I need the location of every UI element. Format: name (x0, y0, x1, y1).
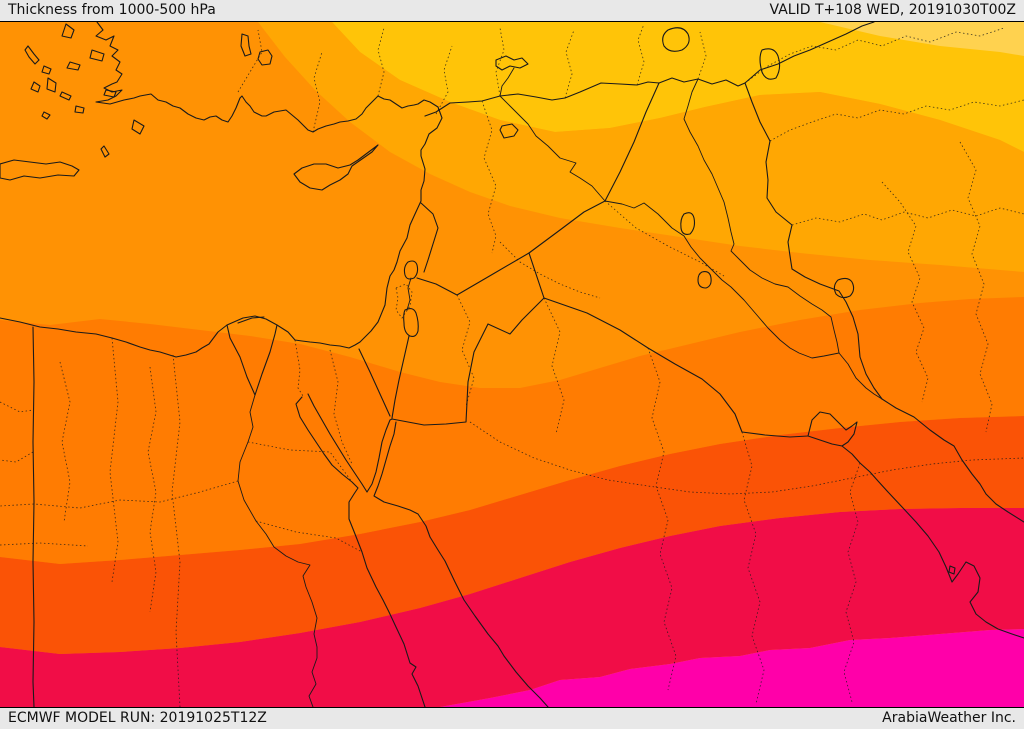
lake-assad (499, 123, 519, 139)
thickness-band-yellow (332, 22, 1024, 152)
coastline-persian-gulf-iran (881, 398, 1024, 523)
admin-boundary (741, 431, 765, 705)
admin-boundary (769, 99, 1024, 142)
coastlines-and-borders (0, 22, 1024, 707)
admin-boundary (881, 181, 929, 403)
jordan-river (406, 277, 412, 311)
border-iran-iraq (744, 82, 883, 400)
border-egypt-israel (358, 348, 391, 417)
admin-boundary (329, 349, 353, 465)
thickness-band-deep-orange (0, 297, 1024, 564)
border-syria-iraq (528, 82, 660, 254)
border-lebanon-syria (420, 202, 439, 273)
border-israel-jordan-arabah (391, 335, 410, 419)
border-iraq-saudi (543, 297, 809, 438)
valid-time-label: VALID T+108 WED, 20191030T00Z (769, 2, 1016, 18)
west-bank-boundary (395, 283, 413, 319)
admin-boundary (791, 207, 1024, 226)
admin-boundary (377, 27, 385, 97)
admin-boundary (543, 297, 565, 435)
coastline-persian-gulf-arabian (841, 445, 1024, 639)
admin-boundary (435, 45, 453, 115)
sea-of-galilee (403, 260, 419, 280)
model-run-label: ECMWF MODEL RUN: 20191025T12Z (8, 710, 267, 726)
coastline-sinai (307, 393, 393, 493)
admin-boundary (469, 421, 1024, 495)
admin-boundary (294, 339, 304, 397)
coastline-cyprus (293, 144, 379, 191)
thickness-map (0, 22, 1024, 707)
border-egypt-libya (32, 326, 35, 707)
admin-boundaries (0, 23, 1024, 707)
euphrates-river (499, 67, 840, 359)
thickness-band-red-orange (0, 416, 1024, 654)
lake-razzaza (697, 271, 712, 289)
lake-urmia (759, 48, 781, 80)
thickness-band-crimson (0, 508, 1024, 707)
admin-boundary (744, 27, 1005, 84)
map-header-bar: Thickness from 1000-500 hPa VALID T+108 … (0, 0, 1024, 22)
thickness-band-magenta (440, 629, 1024, 707)
lake-tharthar (680, 212, 696, 235)
admin-boundary (255, 520, 363, 553)
lake-beysehir (257, 49, 273, 66)
admin-boundary (636, 23, 645, 86)
admin-boundary (564, 29, 575, 99)
admin-boundary (147, 366, 157, 613)
coastline-gulf-of-suez-red-sea-african (295, 396, 426, 707)
admin-boundary (495, 27, 505, 97)
map-footer-bar: ECMWF MODEL RUN: 20191025T12Z ArabiaWeat… (0, 707, 1024, 729)
bahrain-outline (948, 565, 956, 575)
admin-boundary (0, 542, 89, 547)
admin-boundary (247, 441, 353, 483)
thickness-band-pale-yellow (820, 22, 1024, 56)
admin-boundary (647, 347, 677, 691)
admin-boundary (0, 480, 239, 509)
lake-egirdir (240, 33, 252, 57)
hawizeh-marsh (833, 277, 855, 299)
border-turkey-iran (744, 22, 875, 84)
map-parameter-title: Thickness from 1000-500 hPa (8, 2, 216, 18)
credit-label: ArabiaWeather Inc. (882, 710, 1016, 726)
admin-boundary (59, 361, 71, 523)
thickness-band-amber (258, 22, 1024, 272)
coastline-crete (0, 159, 80, 181)
border-jordan-saudi (391, 297, 545, 426)
admin-boundary (697, 31, 707, 80)
coastline-aegean-islands (24, 23, 145, 158)
admin-boundary (959, 141, 993, 433)
kuwait-outline (807, 411, 858, 447)
coastline-red-sea-arabian (373, 421, 549, 707)
border-turkey-iraq (658, 77, 746, 87)
border-turkey-syria (424, 81, 660, 117)
thickness-map-svg (0, 22, 1024, 707)
admin-boundary (312, 51, 323, 133)
nile-delta (226, 316, 278, 396)
nile-river (237, 394, 318, 707)
admin-boundary (843, 462, 861, 703)
dead-sea (403, 307, 419, 337)
border-jordan-iraq (528, 252, 545, 299)
ataturk-reservoir (495, 55, 529, 71)
lake-van (662, 27, 690, 52)
admin-boundary (171, 354, 181, 707)
tigris-river (683, 78, 883, 400)
